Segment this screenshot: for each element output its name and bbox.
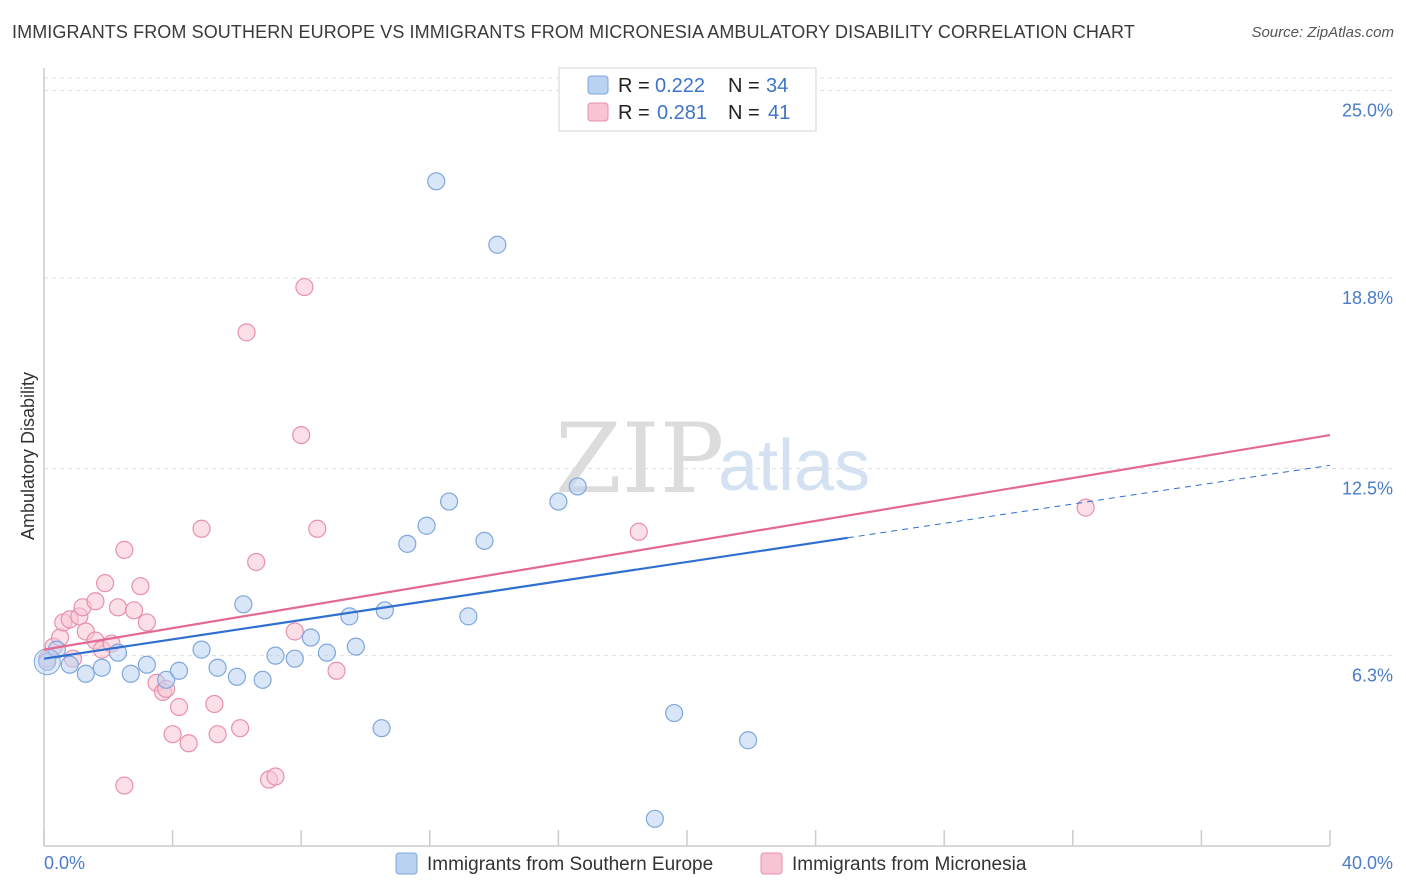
data-point [33,648,61,676]
data-point [549,492,568,511]
y-tick-labels: 6.3% 12.5% 18.8% 25.0% [1342,101,1393,686]
bottom-legend-label-southern-europe: Immigrants from Southern Europe [427,854,713,875]
data-point [266,646,285,665]
x-tick-label-min: 0.0% [44,853,85,873]
data-point [237,323,256,342]
data-point [568,477,587,496]
chart-title: IMMIGRANTS FROM SOUTHERN EUROPE VS IMMIG… [12,22,1135,42]
legend-n-value-1: 34 [766,75,788,97]
data-point [205,694,224,714]
data-point [192,519,211,538]
data-point [121,664,140,683]
data-point [439,492,459,511]
southern-europe-points [33,172,758,828]
legend-n-label-2: N = [728,102,760,124]
data-point [169,661,189,680]
data-point [115,776,134,795]
bottom-legend-swatch-pink [760,852,783,875]
top-legend: R = 0.222 N = 34 R = 0.281 N = 41 [558,67,817,132]
x-ticks [43,830,1331,846]
data-point [247,552,266,572]
data-point [285,649,304,668]
data-point [208,658,227,677]
data-point [157,670,176,689]
y-tick-label: 25.0% [1342,101,1393,121]
trend-line-southern-europe [43,536,848,660]
trend-lines [43,434,1331,660]
legend-r-label-2: R = [618,102,650,124]
data-point [1076,498,1095,517]
data-point [346,637,365,656]
data-point [86,592,105,611]
data-point [192,640,211,659]
data-point [108,598,128,617]
legend-n-value-2: 41 [768,102,790,124]
y-tick-label: 18.8% [1342,288,1393,308]
data-point [124,601,144,620]
trend-line-micronesia [43,434,1331,651]
bottom-legend-swatch-blue [395,852,418,875]
x-tick-label-max: 40.0% [1342,853,1393,873]
y-tick-label: 12.5% [1342,478,1393,498]
watermark-atlas: atlas [718,426,870,506]
data-point [76,664,95,683]
data-point [285,622,304,641]
data-point [488,235,507,254]
legend-r-value-2: 0.281 [657,102,707,124]
data-point [665,703,684,723]
data-point [60,655,79,674]
legend-r-value-1: 0.222 [655,75,705,97]
data-point [459,607,478,626]
data-point [179,734,198,753]
data-point [372,719,391,738]
micronesia-points [38,277,1095,795]
watermark-zip: ZIP [555,403,724,515]
data-point [95,574,115,593]
data-point [234,595,253,614]
data-point [427,172,446,191]
bottom-legend: Immigrants from Southern Europe Immigran… [395,852,1027,875]
bottom-legend-label-micronesia: Immigrants from Micronesia [792,854,1027,875]
data-point [295,277,314,297]
data-point [169,697,189,717]
data-point [163,725,182,744]
data-point [340,607,359,626]
data-point [92,658,111,677]
data-point [137,613,156,632]
data-point [317,643,337,662]
data-point [308,519,327,538]
y-axis-title: Ambulatory Disability [18,372,38,540]
data-point [301,628,320,647]
data-point [327,661,346,680]
data-point [137,655,156,674]
legend-n-label-1: N = [728,75,760,97]
legend-r-label-1: R = [618,75,650,97]
legend-swatch-pink [587,102,609,122]
data-point [629,522,648,541]
data-point [208,725,227,744]
source-label: Source: ZipAtlas.com [1251,24,1394,41]
data-point [292,425,311,445]
data-point [115,540,134,560]
data-point [645,809,664,828]
data-point [231,719,250,738]
data-point [398,534,417,553]
y-tick-label: 6.3% [1352,666,1393,686]
data-point [131,577,150,596]
data-point [253,670,272,689]
data-point [227,667,246,686]
data-point [375,601,394,620]
data-point [417,516,436,535]
data-point [266,767,285,786]
trend-line-southern-europe-extension [847,464,1331,539]
legend-swatch-blue [587,75,609,95]
data-point [475,531,494,550]
grid-lines [44,77,1393,657]
data-point [738,731,758,750]
